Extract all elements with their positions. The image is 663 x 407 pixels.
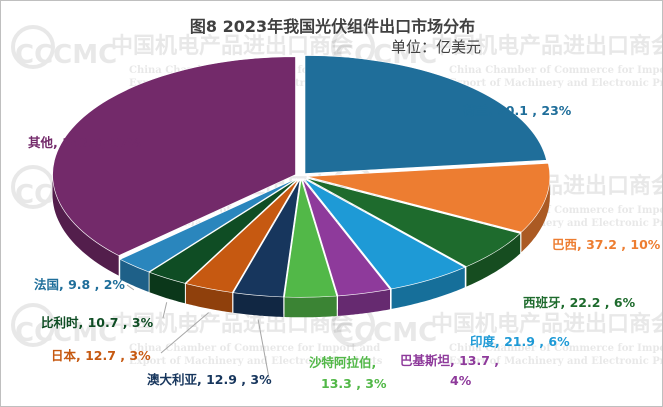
watermark-cn-text: 中国机电产品进出口商会 xyxy=(431,33,662,59)
pie-slice-澳大利亚 xyxy=(232,179,301,298)
label-saudi-line1: 沙特阿拉伯, xyxy=(309,355,377,370)
watermark-logo-text: CCCMC xyxy=(15,40,117,70)
pie-slice-side xyxy=(52,174,119,276)
pie-slice-side xyxy=(120,259,149,292)
watermark-logo-icon xyxy=(11,303,55,347)
pie-slice-side xyxy=(338,289,390,316)
pie-slice-沙特阿拉伯 xyxy=(284,179,338,298)
label-leader-line xyxy=(257,319,270,379)
watermark-en-text: Export of Machinery and Electronic Produ… xyxy=(449,356,662,367)
pie-slice-side xyxy=(391,267,465,309)
label-pakistan-line2: 4% xyxy=(450,373,472,388)
watermark-en-text: Export of Machinery and Electronic Produ… xyxy=(449,218,662,229)
pie-slice-比利时 xyxy=(148,178,299,284)
pie-slice-side xyxy=(466,233,521,287)
label-leader-line xyxy=(162,302,168,319)
label-japan: 日本, 12.7 , 3% xyxy=(51,348,151,363)
watermark-cn-text: 中国机电产品进出口商会 xyxy=(431,311,662,337)
unit-label: 单位：亿美元 xyxy=(391,38,482,56)
pie-slice-side xyxy=(521,176,550,253)
watermark-logo-text: CCCMC xyxy=(15,318,117,348)
pie-slice-日本 xyxy=(185,178,300,293)
watermark-en-text: Export of Machinery and Electronic Produ… xyxy=(129,356,383,367)
label-netherlands: 荷兰, 90.1 , 23% xyxy=(463,103,572,118)
label-saudi-line2: 13.3 , 3% xyxy=(321,376,387,391)
pie-slice-法国 xyxy=(119,178,298,273)
label-other: 其他, 143.8, 37% xyxy=(28,135,141,150)
label-france: 法国, 9.8 , 2% xyxy=(34,277,125,292)
label-belgium: 比利时, 10.7 , 3% xyxy=(41,315,154,330)
label-brazil: 巴西, 37.2 , 10% xyxy=(552,237,661,252)
label-india: 印度, 21.9 , 6% xyxy=(470,334,570,349)
pie-slice-side xyxy=(149,272,185,304)
pie-slice-巴西 xyxy=(306,162,551,233)
pie-slice-side xyxy=(233,292,284,317)
label-spain: 西班牙, 22.2 , 6% xyxy=(523,295,636,310)
pie-slice-荷兰 xyxy=(304,55,547,174)
pie-slice-其他 xyxy=(52,56,296,256)
label-pakistan-line1: 巴基斯坦, 13.7 , xyxy=(400,353,500,368)
pie-slice-巴基斯坦 xyxy=(302,179,391,297)
chart-title: 图8 2023年我国光伏组件出口市场分布 xyxy=(189,17,476,36)
watermark-en-text: China Chamber of Commerce for Import and xyxy=(449,65,662,76)
label-leader-line xyxy=(126,284,135,291)
watermark-en-text: China Chamber of Commerce for Import and xyxy=(449,343,662,354)
pie-slice-side xyxy=(284,296,337,318)
watermark-en-text: China Chamber of Commerce for Import and xyxy=(129,343,380,354)
pie-slice-西班牙 xyxy=(305,177,521,267)
watermark-en-text: China Chamber of Commerce for Import and xyxy=(449,205,662,216)
watermark-cn-text: 中国机电产品进出口商会 xyxy=(111,33,353,59)
pie-slice-印度 xyxy=(303,178,466,290)
watermark-logo-text: CCCMC xyxy=(335,318,437,348)
watermark-en-text: Export of Machinery and Electronic Produ… xyxy=(449,78,662,89)
label-leader-line xyxy=(160,312,209,354)
watermark-logo-icon xyxy=(11,25,55,69)
label-australia: 澳大利亚, 12.9 , 3% xyxy=(147,372,272,387)
